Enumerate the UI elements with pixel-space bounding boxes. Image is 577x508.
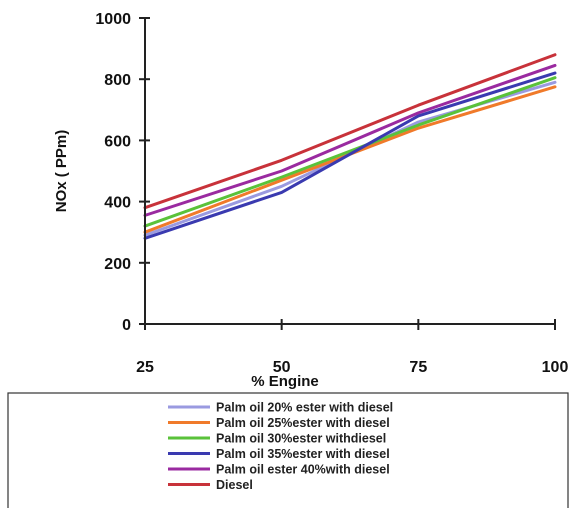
legend-label: Palm oil ester 40%with diesel [216, 463, 390, 477]
y-tick-label: 1000 [95, 11, 131, 28]
y-tick-label: 800 [104, 72, 131, 89]
legend-label: Palm oil 25%ester with diesel [216, 416, 390, 430]
legend-label: Diesel [216, 478, 253, 492]
legend-label: Palm oil 20% ester with diesel [216, 401, 393, 415]
legend-label: Palm oil 30%ester withdiesel [216, 432, 386, 446]
legend-label: Palm oil 35%ester with diesel [216, 447, 390, 461]
x-ticks: 25 50 75 100 [136, 319, 568, 376]
y-tick-label: 200 [104, 256, 131, 273]
axes [144, 18, 555, 325]
y-tick-label: 0 [122, 317, 131, 334]
series-line-6 [143, 53, 557, 210]
series-line-5 [143, 63, 557, 217]
series-line-2 [143, 85, 557, 234]
x-tick-label: 25 [136, 359, 154, 376]
x-tick-label: 50 [273, 359, 291, 376]
x-axis-title: % Engine [251, 373, 319, 390]
series-line-4 [143, 71, 557, 240]
series-line-3 [143, 76, 557, 228]
legend-box [7, 392, 569, 508]
y-axis-title: NOx ( PPm) [53, 130, 70, 213]
y-ticks: 0 200 400 600 800 1000 [95, 11, 150, 334]
y-tick-label: 400 [104, 195, 131, 212]
x-tick-label: 100 [542, 359, 569, 376]
plot-area [143, 53, 557, 240]
y-tick-label: 600 [104, 133, 131, 150]
x-tick-label: 75 [409, 359, 427, 376]
